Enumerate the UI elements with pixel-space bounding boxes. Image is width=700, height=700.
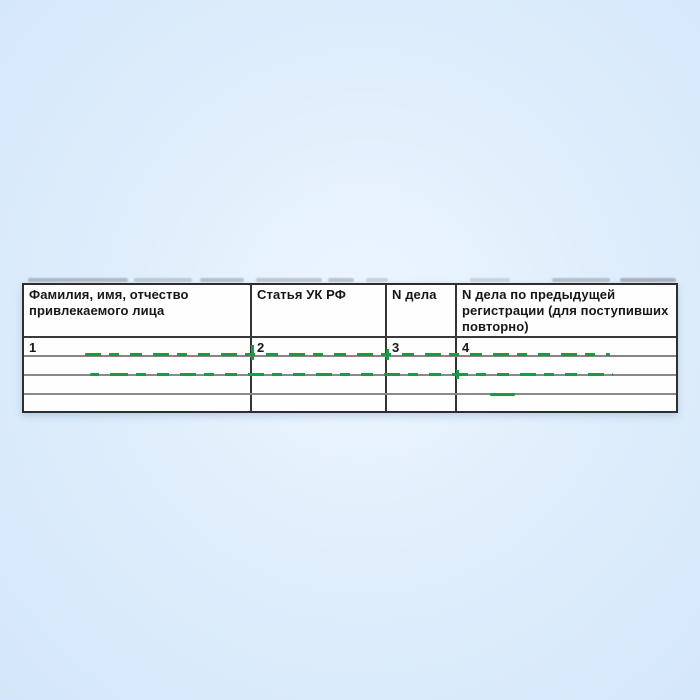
green-tick-mark <box>251 345 254 360</box>
green-dashed-entry-line <box>90 373 613 376</box>
scan-artifact <box>470 278 510 282</box>
table-header-row: Фамилия, имя, отчество привлекаемого лиц… <box>24 285 676 338</box>
scan-artifact <box>552 278 610 282</box>
scan-artifact <box>134 278 192 282</box>
green-tick-mark <box>386 349 389 360</box>
scan-artifact <box>200 278 244 282</box>
green-short-dash-mark <box>490 393 515 396</box>
column-number-4: 4 <box>462 340 470 355</box>
header-cell-criminal-code-article: Статья УК РФ <box>252 285 387 336</box>
column-number-3: 3 <box>387 338 457 355</box>
header-cell-person-name: Фамилия, имя, отчество привлекаемого лиц… <box>24 285 252 336</box>
entry-row <box>24 376 676 395</box>
scan-artifact <box>366 278 388 282</box>
entry-row <box>24 395 676 411</box>
scan-artifact <box>28 278 128 282</box>
header-cell-case-number: N дела <box>387 285 457 336</box>
green-tick-mark <box>456 370 459 379</box>
scan-artifact <box>328 278 354 282</box>
scan-artifact <box>256 278 322 282</box>
green-dashed-entry-line <box>85 353 610 356</box>
column-number-2: 2 <box>252 338 387 355</box>
header-cell-previous-case-number: N дела по предыдущей регистрации (для по… <box>462 287 669 334</box>
registration-table: Фамилия, имя, отчество привлекаемого лиц… <box>22 283 678 413</box>
scan-artifact <box>620 278 676 282</box>
